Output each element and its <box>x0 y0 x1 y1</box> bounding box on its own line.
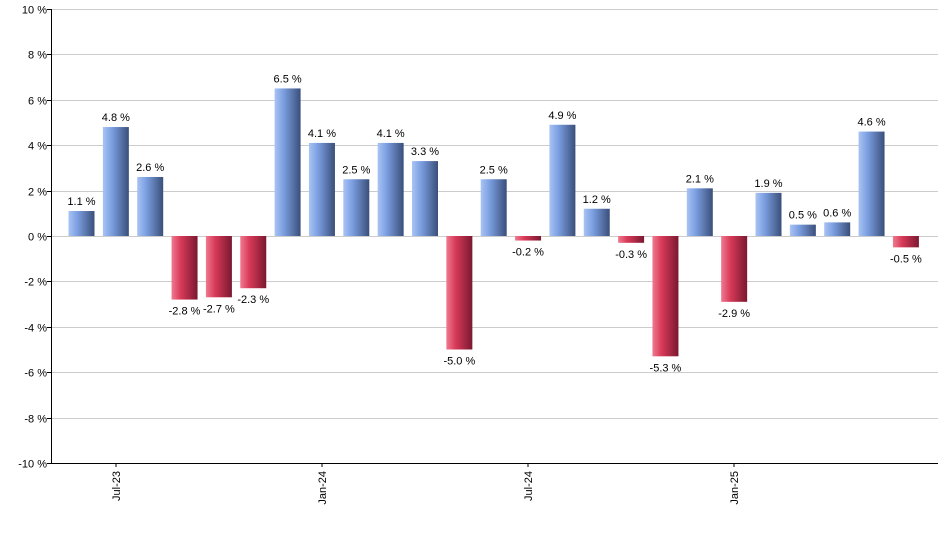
y-tick-label: -2 % <box>24 277 47 289</box>
bar <box>205 236 232 298</box>
data-label: 4.8 % <box>102 112 130 124</box>
bar <box>102 127 129 236</box>
bar <box>652 236 679 357</box>
y-tick-label: 2 % <box>28 187 47 199</box>
y-tick-label: -10 % <box>18 459 47 471</box>
bar <box>308 142 335 236</box>
bar <box>755 192 782 236</box>
bar <box>68 211 95 236</box>
x-tick-label: Jul-24 <box>523 471 535 501</box>
data-labels: 1.1 % 4.8 % 2.6 % -2.8 % -2.7 %-2.3 % 6.5 % 4.… <box>67 73 922 374</box>
y-tick-label: 6 % <box>28 96 47 108</box>
data-label: 2.5 % <box>480 164 508 176</box>
bar <box>549 124 576 236</box>
data-label: -2.8 % <box>169 306 201 318</box>
bar <box>343 179 370 236</box>
data-label: -0.2 % <box>512 247 544 259</box>
y-tick-label: -8 % <box>24 414 47 426</box>
bar <box>892 236 919 248</box>
data-label: 1.2 % <box>583 194 611 206</box>
bar <box>377 142 404 236</box>
data-label: 4.1 % <box>377 128 405 140</box>
data-label: -5.0 % <box>443 356 475 368</box>
data-label: -2.3 % <box>237 294 269 306</box>
bars <box>68 88 919 357</box>
bar <box>137 176 164 236</box>
bar <box>480 179 507 236</box>
bar <box>858 131 885 236</box>
data-label: 2.6 % <box>136 162 164 174</box>
data-label: -2.9 % <box>718 308 750 320</box>
bar <box>274 88 301 236</box>
bar <box>824 222 851 236</box>
data-label: 4.1 % <box>308 128 336 140</box>
y-tick-label: 0 % <box>28 232 47 244</box>
data-label: 1.9 % <box>754 178 782 190</box>
bar <box>789 224 816 236</box>
y-tick-label: -6 % <box>24 368 47 380</box>
bar <box>618 236 645 243</box>
data-label: 4.6 % <box>857 117 885 129</box>
x-tick-label: Jan-24 <box>317 471 329 505</box>
bar <box>686 188 713 236</box>
bar <box>583 208 610 236</box>
y-tick-label: 10 % <box>22 5 47 17</box>
data-label: -5.3 % <box>650 362 682 374</box>
y-tick-label: 8 % <box>28 50 47 62</box>
y-axis-ticks: 10 % 8 % 6 % 4 % 2 % 0 % -2 % -4 % -6 % -8 % -10 % <box>18 5 51 471</box>
data-label: 3.3 % <box>411 146 439 158</box>
data-label: 0.5 % <box>789 210 817 222</box>
data-label: 4.9 % <box>548 110 576 122</box>
x-axis-ticks: Jul-23 Jan-24 Jul-24 Jan-25 <box>111 463 741 505</box>
bar <box>240 236 267 289</box>
data-label: 1.1 % <box>67 196 95 208</box>
data-label: 6.5 % <box>274 73 302 85</box>
x-tick-label: Jan-25 <box>729 471 741 505</box>
data-label: -0.3 % <box>615 249 647 261</box>
bar <box>515 236 542 241</box>
data-label: 2.1 % <box>686 173 714 185</box>
data-label: 0.6 % <box>823 207 851 219</box>
bar <box>721 236 748 302</box>
y-tick-label: 4 % <box>28 141 47 153</box>
data-label: -2.7 % <box>203 303 235 315</box>
axes <box>51 9 938 464</box>
y-tick-label: -4 % <box>24 323 47 335</box>
data-label: 2.5 % <box>342 164 370 176</box>
bar <box>412 161 438 236</box>
bar <box>171 236 198 300</box>
data-label: -0.5 % <box>890 253 922 265</box>
x-tick-label: Jul-23 <box>111 471 123 501</box>
bar <box>446 236 473 350</box>
